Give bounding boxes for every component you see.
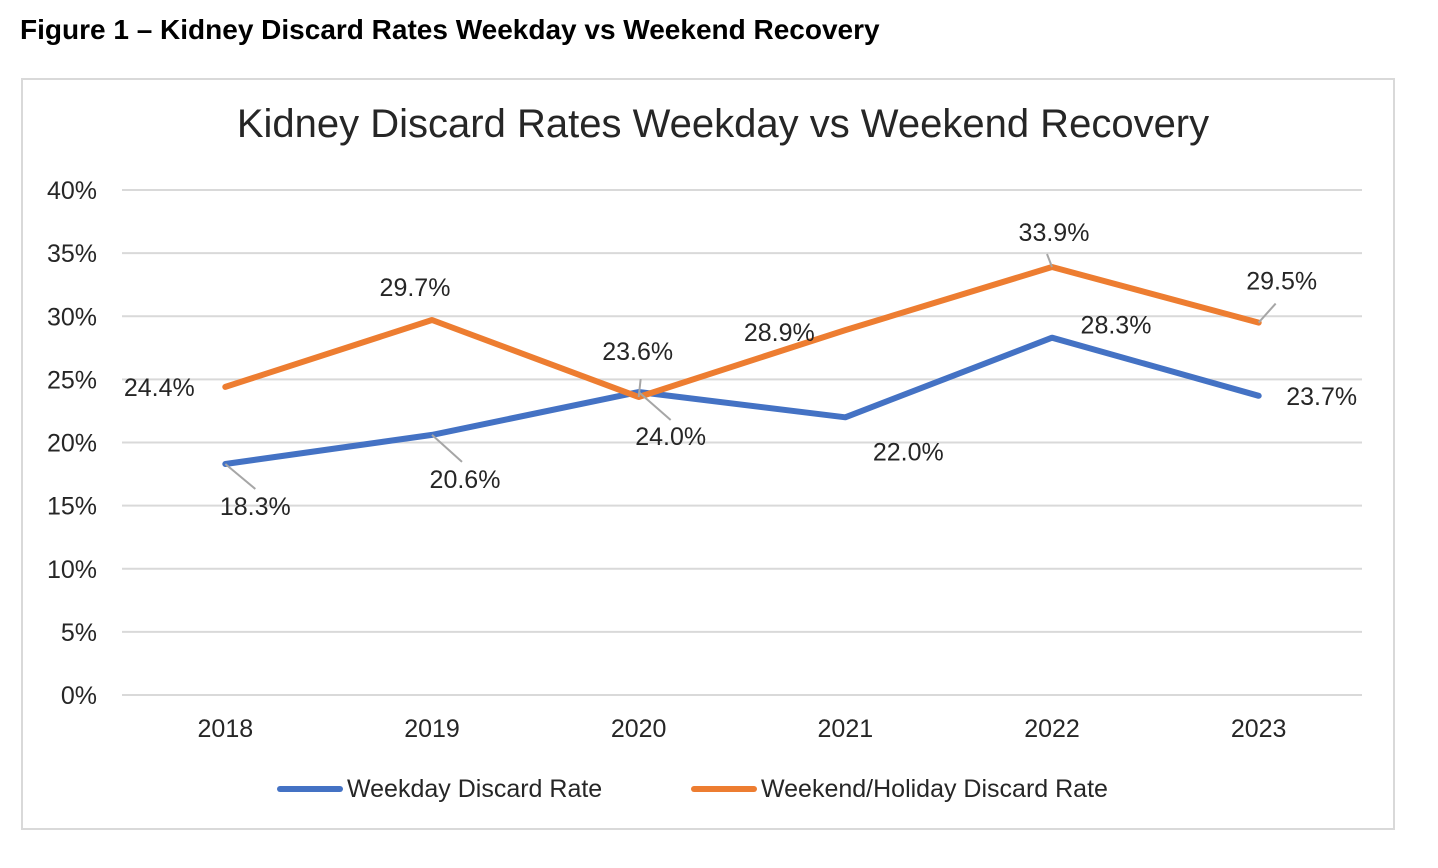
figure-caption: Figure 1 – Kidney Discard Rates Weekday … bbox=[20, 14, 880, 45]
data-label: 20.6% bbox=[430, 466, 501, 494]
label-leader-line bbox=[637, 378, 642, 398]
gridlines bbox=[122, 189, 1362, 696]
data-label: 29.5% bbox=[1246, 268, 1317, 296]
x-tick-label: 2022 bbox=[1024, 715, 1080, 743]
chart-title: Kidney Discard Rates Weekday vs Weekend … bbox=[237, 102, 1209, 146]
data-labels: 18.3% 20.6% 24.0% 22.0% 28.3% 23.7% 24.4% 29.7%… bbox=[124, 219, 1357, 521]
y-axis-tick-labels: 0% 5% 10% 15% 20% 25% 30% 35% 40% bbox=[47, 177, 97, 710]
y-tick-label: 35% bbox=[47, 240, 97, 268]
x-tick-label: 2020 bbox=[611, 715, 667, 743]
data-label: 33.9% bbox=[1019, 219, 1090, 247]
data-label: 23.7% bbox=[1286, 383, 1357, 411]
data-label: 28.9% bbox=[744, 319, 815, 347]
y-tick-label: 15% bbox=[47, 493, 97, 521]
chart-frame bbox=[21, 78, 1395, 830]
data-label: 23.6% bbox=[602, 338, 673, 366]
data-label: 24.4% bbox=[124, 374, 195, 402]
y-tick-label: 25% bbox=[47, 366, 97, 394]
x-axis-tick-labels: 2018 2019 2020 2021 2022 2023 bbox=[198, 715, 1287, 743]
legend-label: Weekday Discard Rate bbox=[347, 775, 602, 803]
label-leader-line bbox=[638, 391, 672, 421]
label-leader-lines bbox=[224, 253, 1277, 490]
label-leader-line bbox=[224, 463, 256, 490]
series-lines bbox=[222, 264, 1262, 467]
y-tick-label: 40% bbox=[47, 177, 97, 205]
y-tick-label: 30% bbox=[47, 303, 97, 331]
x-tick-label: 2021 bbox=[818, 715, 874, 743]
label-leader-line bbox=[1046, 253, 1053, 268]
data-label: 24.0% bbox=[635, 423, 706, 451]
y-tick-label: 0% bbox=[61, 682, 97, 710]
data-label: 29.7% bbox=[380, 274, 451, 302]
legend: Weekday Discard Rate Weekend/Holiday Disc… bbox=[277, 775, 1108, 803]
series-line-weekend-holiday bbox=[222, 264, 1262, 400]
x-tick-label: 2019 bbox=[404, 715, 460, 743]
y-tick-label: 10% bbox=[47, 556, 97, 584]
legend-label: Weekend/Holiday Discard Rate bbox=[761, 775, 1108, 803]
y-tick-label: 5% bbox=[61, 619, 97, 647]
data-label: 28.3% bbox=[1081, 312, 1152, 340]
y-tick-label: 20% bbox=[47, 430, 97, 458]
data-label: 22.0% bbox=[873, 438, 944, 466]
data-label: 18.3% bbox=[220, 493, 291, 521]
label-leader-line bbox=[431, 434, 463, 463]
x-tick-label: 2023 bbox=[1231, 715, 1287, 743]
x-tick-label: 2018 bbox=[198, 715, 254, 743]
label-leader-line bbox=[1257, 302, 1277, 324]
series-line-weekday bbox=[222, 334, 1262, 467]
